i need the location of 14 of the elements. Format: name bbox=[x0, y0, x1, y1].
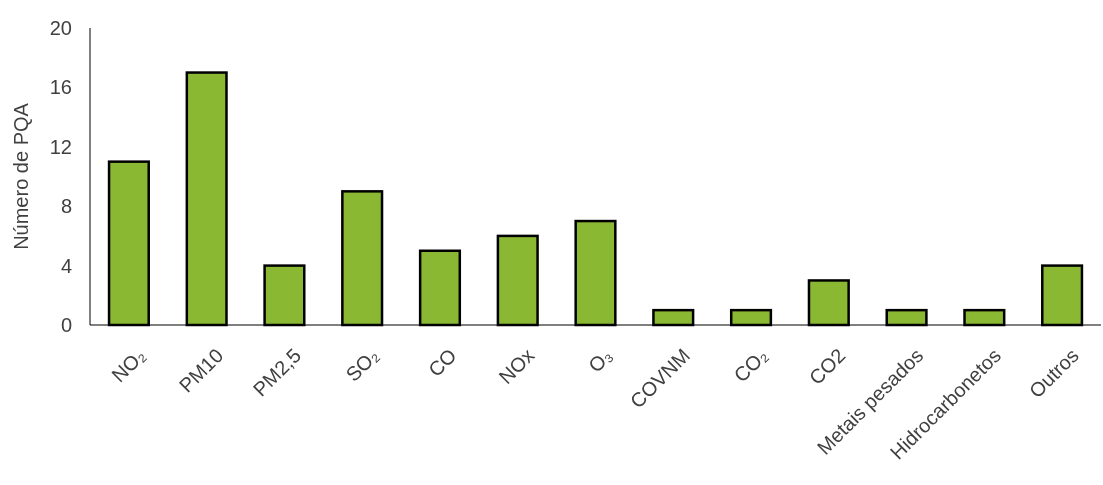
y-tick-label: 12 bbox=[49, 135, 72, 158]
x-tick-label: CO2 bbox=[804, 344, 850, 389]
x-tick-label: SO₂ bbox=[341, 344, 383, 386]
x-tick-label: CO bbox=[423, 344, 461, 381]
y-tick-label: 0 bbox=[60, 314, 72, 336]
y-tick-label: 20 bbox=[49, 17, 72, 39]
x-tick-label: CO₂ bbox=[729, 344, 772, 387]
x-tick-label: NOx bbox=[494, 344, 539, 389]
y-tick-label: 8 bbox=[60, 195, 72, 218]
y-tick-label: 16 bbox=[49, 76, 72, 99]
x-tick-label: NO₂ bbox=[107, 344, 150, 387]
y-axis-title: Número de PQA bbox=[10, 102, 32, 250]
x-tick-label: O₃ bbox=[583, 344, 617, 377]
y-tick-label: 4 bbox=[60, 254, 72, 277]
